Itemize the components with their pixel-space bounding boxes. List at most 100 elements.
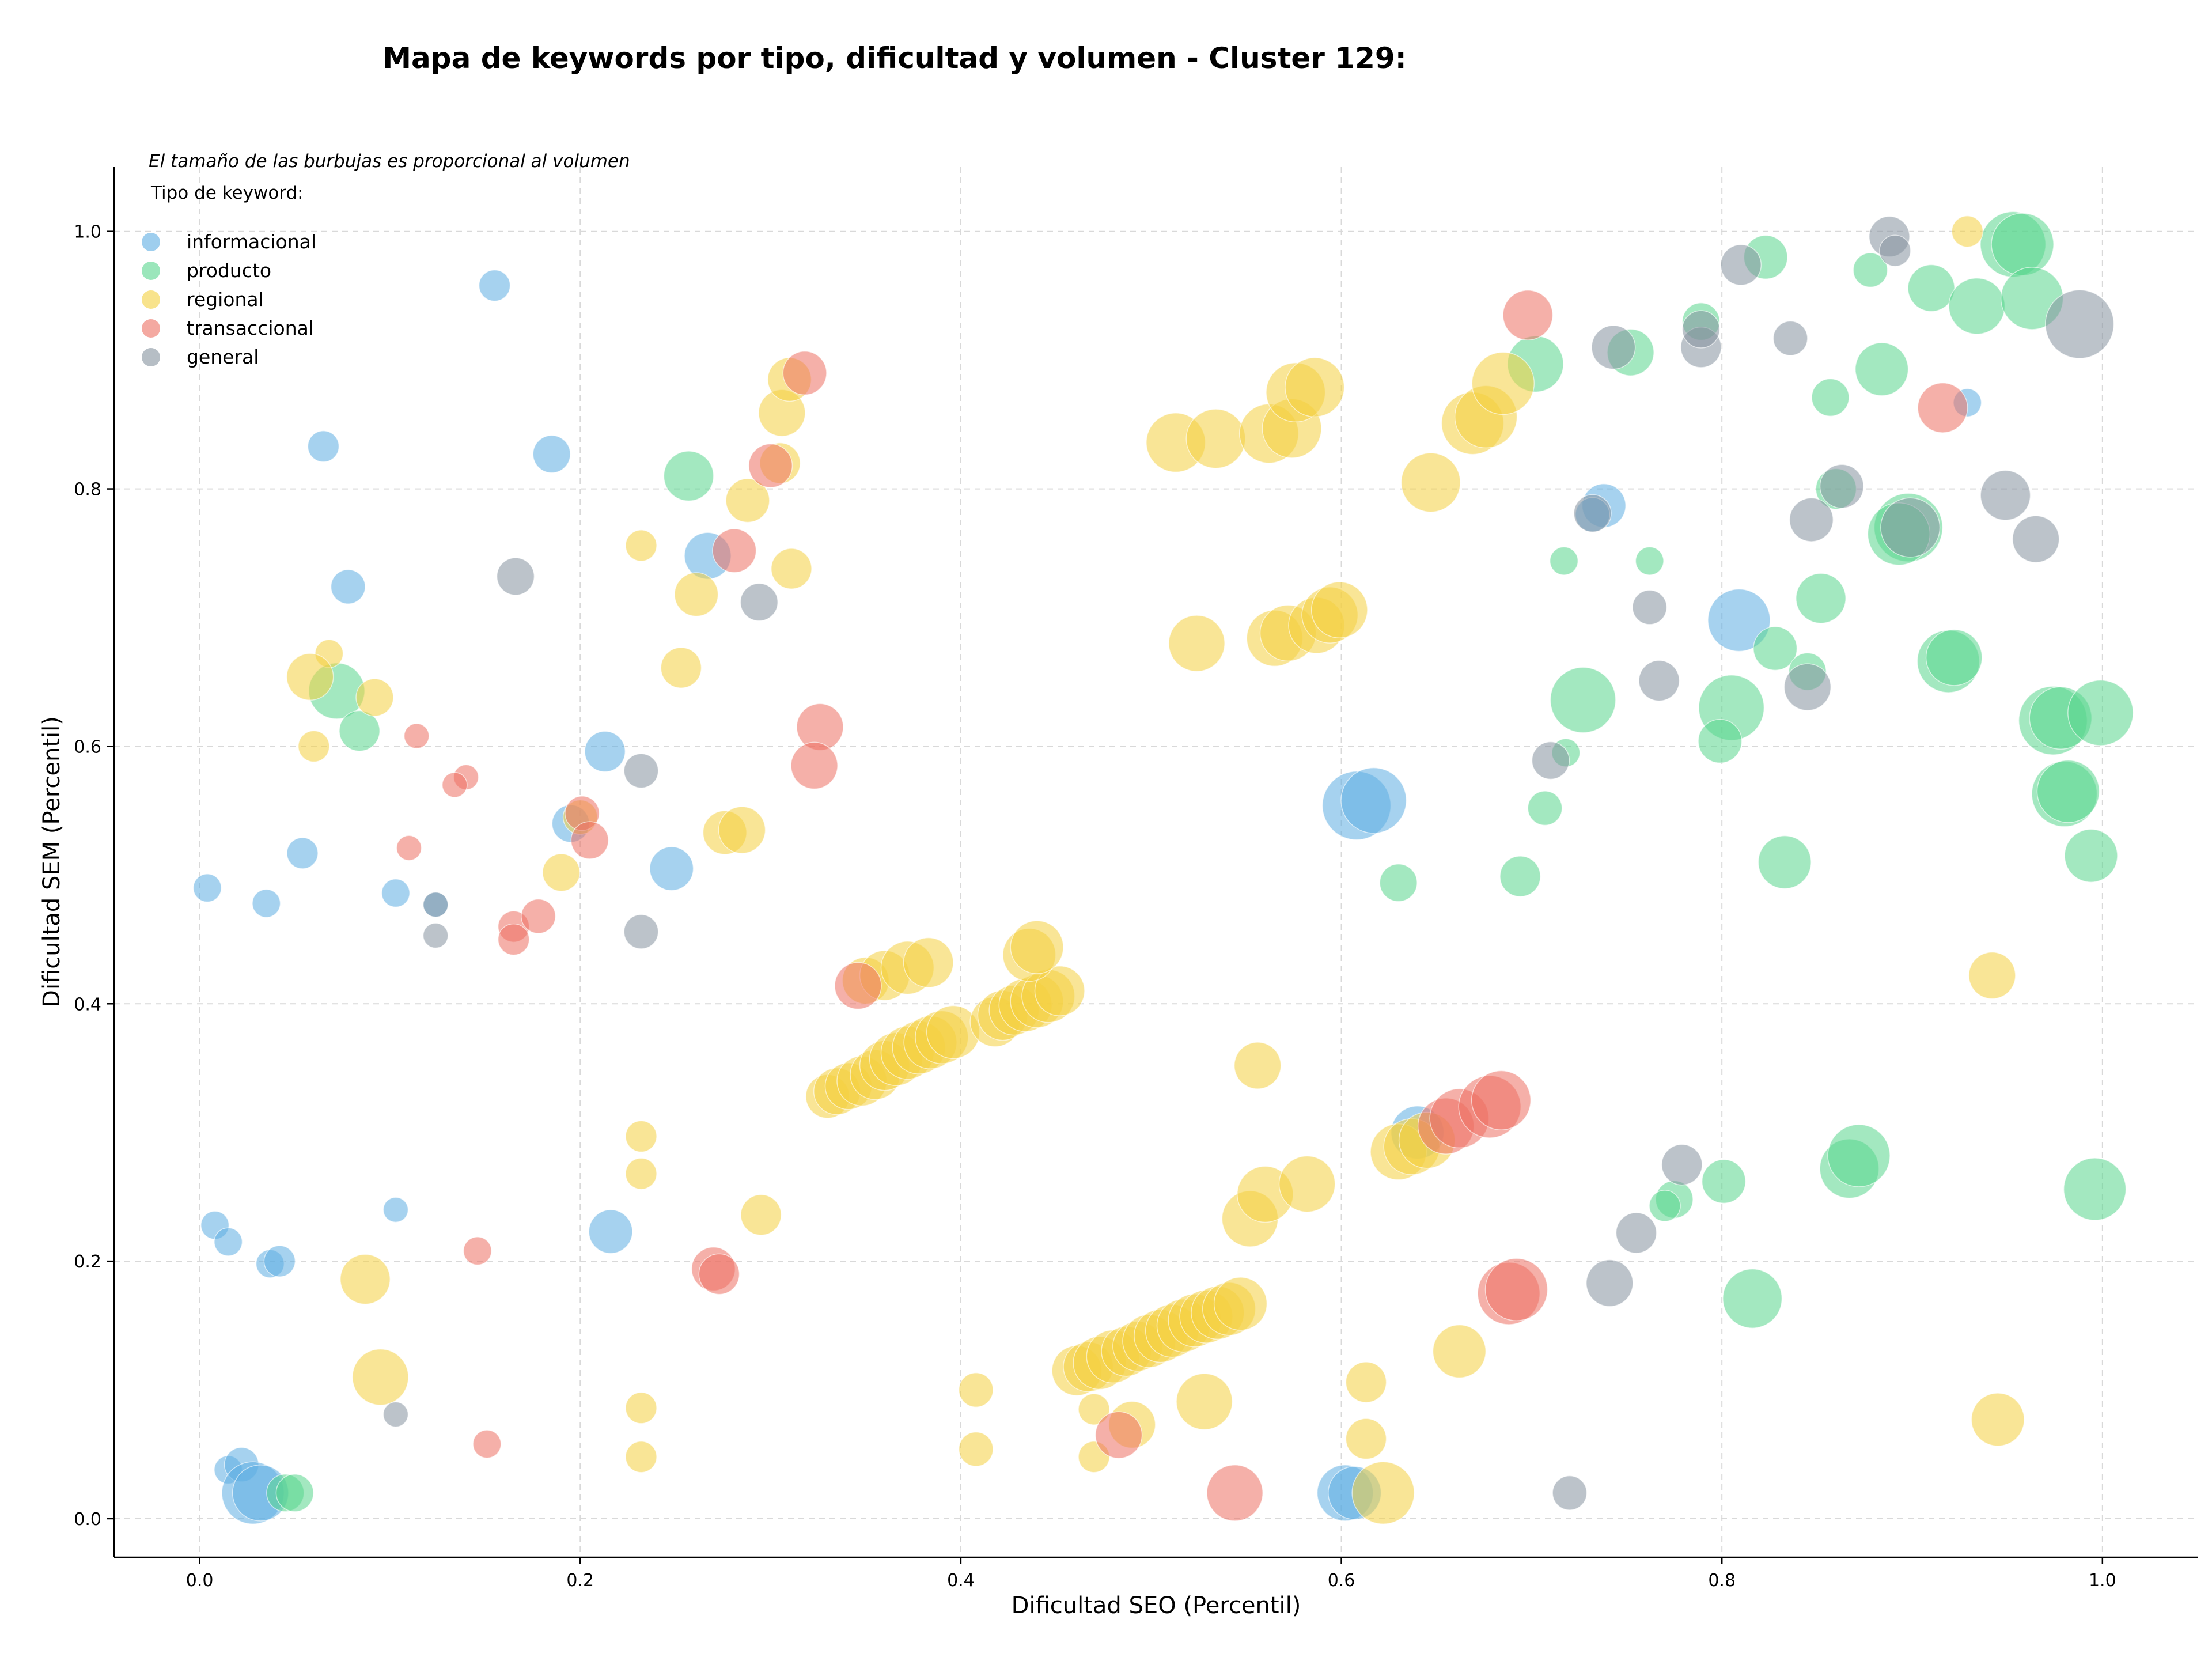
bubble-producto	[1753, 626, 1798, 671]
bubble-regional	[1951, 215, 1984, 248]
bubble-informacional	[214, 1227, 243, 1257]
x-axis-label: Dificultad SEO (Percentil)	[1012, 1592, 1301, 1619]
bubble-informacional	[478, 269, 511, 302]
legend-label-producto: producto	[187, 259, 271, 282]
bubble-informacional	[263, 1245, 296, 1277]
bubble-producto	[663, 451, 714, 502]
legend-title: Tipo de keyword:	[150, 183, 304, 203]
bubble-producto	[1722, 1268, 1783, 1329]
legend-marker-regional	[142, 290, 160, 309]
bubble-informacional	[381, 879, 410, 908]
bubble-producto	[2067, 679, 2134, 746]
bubble-producto	[1991, 213, 2054, 276]
bubble-general	[1783, 663, 1832, 711]
y-tick-label: 0.0	[74, 1509, 101, 1530]
bubble-regional	[1400, 452, 1461, 513]
bubble-regional	[298, 730, 330, 763]
bubble-regional	[740, 1194, 782, 1236]
bubble-producto	[1855, 342, 1909, 396]
bubble-general	[382, 1401, 409, 1428]
bubble-producto	[1796, 573, 1846, 624]
bubble-regional	[340, 1254, 391, 1305]
bubble-general	[1638, 660, 1680, 702]
bubble-producto	[1379, 864, 1418, 902]
bubble-regional	[903, 937, 954, 988]
x-tick-label: 0.0	[186, 1571, 214, 1591]
legend: informacional producto regional transaccion…	[142, 230, 316, 368]
bubble-general	[422, 891, 449, 918]
bubble-producto	[1635, 546, 1664, 576]
bubble-producto	[1811, 378, 1850, 417]
bubble-regional	[1185, 408, 1246, 469]
y-tick-label: 0.4	[74, 994, 101, 1015]
bubble-transaccional	[1471, 1070, 1532, 1130]
bubble-transaccional	[782, 350, 827, 396]
bubble-regional	[725, 478, 770, 523]
bubble-general	[496, 557, 535, 596]
bubble-general	[1661, 1144, 1703, 1186]
bubble-general	[740, 583, 778, 622]
bubble-informacional	[330, 569, 366, 604]
legend-label-regional: regional	[187, 288, 264, 311]
bubble-transaccional	[834, 962, 882, 1010]
bubble-transaccional	[472, 1429, 502, 1459]
legend-marker-producto	[142, 262, 160, 280]
bubble-transaccional	[1917, 382, 1968, 433]
bubble-informacional	[252, 888, 281, 918]
bubble-general	[1586, 1259, 1634, 1307]
bubble-informacional	[307, 430, 340, 463]
bubble-transaccional	[1502, 289, 1554, 340]
bubble-regional	[1278, 1155, 1336, 1213]
bubble-producto	[275, 1474, 314, 1512]
bubble-general	[1591, 325, 1636, 370]
bubble-informacional	[1707, 588, 1771, 652]
bubble-producto	[1550, 667, 1616, 733]
bubble-producto	[2063, 1157, 2127, 1221]
bubble-producto	[1827, 1124, 1891, 1187]
bubble-transaccional	[1206, 1464, 1263, 1522]
ticks: 0.0 0.2 0.4 0.6 0.8 1.0 0.0 0.2 0.4 0.6 0.8 1.0	[74, 222, 2116, 1591]
bubble-informacional	[649, 846, 694, 891]
y-tick-label: 0.6	[74, 737, 101, 757]
y-tick-label: 0.2	[74, 1252, 101, 1272]
x-tick-label: 1.0	[2089, 1571, 2116, 1591]
bubble-producto	[1925, 629, 1983, 686]
bubble-informacional	[588, 1209, 633, 1254]
bubble-regional	[1968, 951, 2016, 1000]
bubble-producto	[1701, 1159, 1747, 1204]
bubble-regional	[625, 1157, 657, 1190]
legend-marker-general	[142, 348, 160, 366]
bubbles	[192, 211, 2134, 1525]
legend-marker-informacional	[142, 233, 160, 251]
bubble-regional	[1213, 1277, 1268, 1331]
bubble-regional	[355, 678, 394, 717]
x-tick-label: 0.8	[1708, 1571, 1736, 1591]
bubble-general	[1681, 310, 1721, 349]
bubble-regional	[1078, 1393, 1110, 1425]
bubble-general	[1772, 320, 1808, 356]
bubble-regional	[542, 853, 581, 892]
bubble-regional	[625, 1120, 657, 1153]
bubble-general	[2012, 515, 2060, 563]
bubble-regional	[1233, 1042, 1282, 1089]
legend-label-informacional: informacional	[187, 230, 316, 253]
bubble-general	[2045, 289, 2115, 359]
chart-title: Mapa de keywords por tipo, dificultad y …	[382, 41, 1406, 75]
legend-label-transaccional: transaccional	[187, 317, 314, 339]
bubble-transaccional	[403, 723, 430, 749]
bubble-general	[1531, 741, 1570, 780]
bubble-general	[1879, 234, 1911, 267]
bubble-informacional	[192, 873, 222, 903]
y-tick-label: 1.0	[74, 222, 101, 243]
axes	[113, 167, 2198, 1558]
bubble-regional	[1971, 1393, 2025, 1447]
y-tick-label: 0.8	[74, 480, 101, 500]
bubble-informacional	[584, 731, 626, 773]
bubble-general	[1789, 497, 1834, 542]
bubble-regional	[718, 806, 766, 854]
bubble-informacional	[532, 435, 571, 474]
bubble-regional	[1010, 920, 1064, 974]
legend-label-general: general	[187, 346, 259, 368]
bubble-regional	[660, 647, 702, 688]
